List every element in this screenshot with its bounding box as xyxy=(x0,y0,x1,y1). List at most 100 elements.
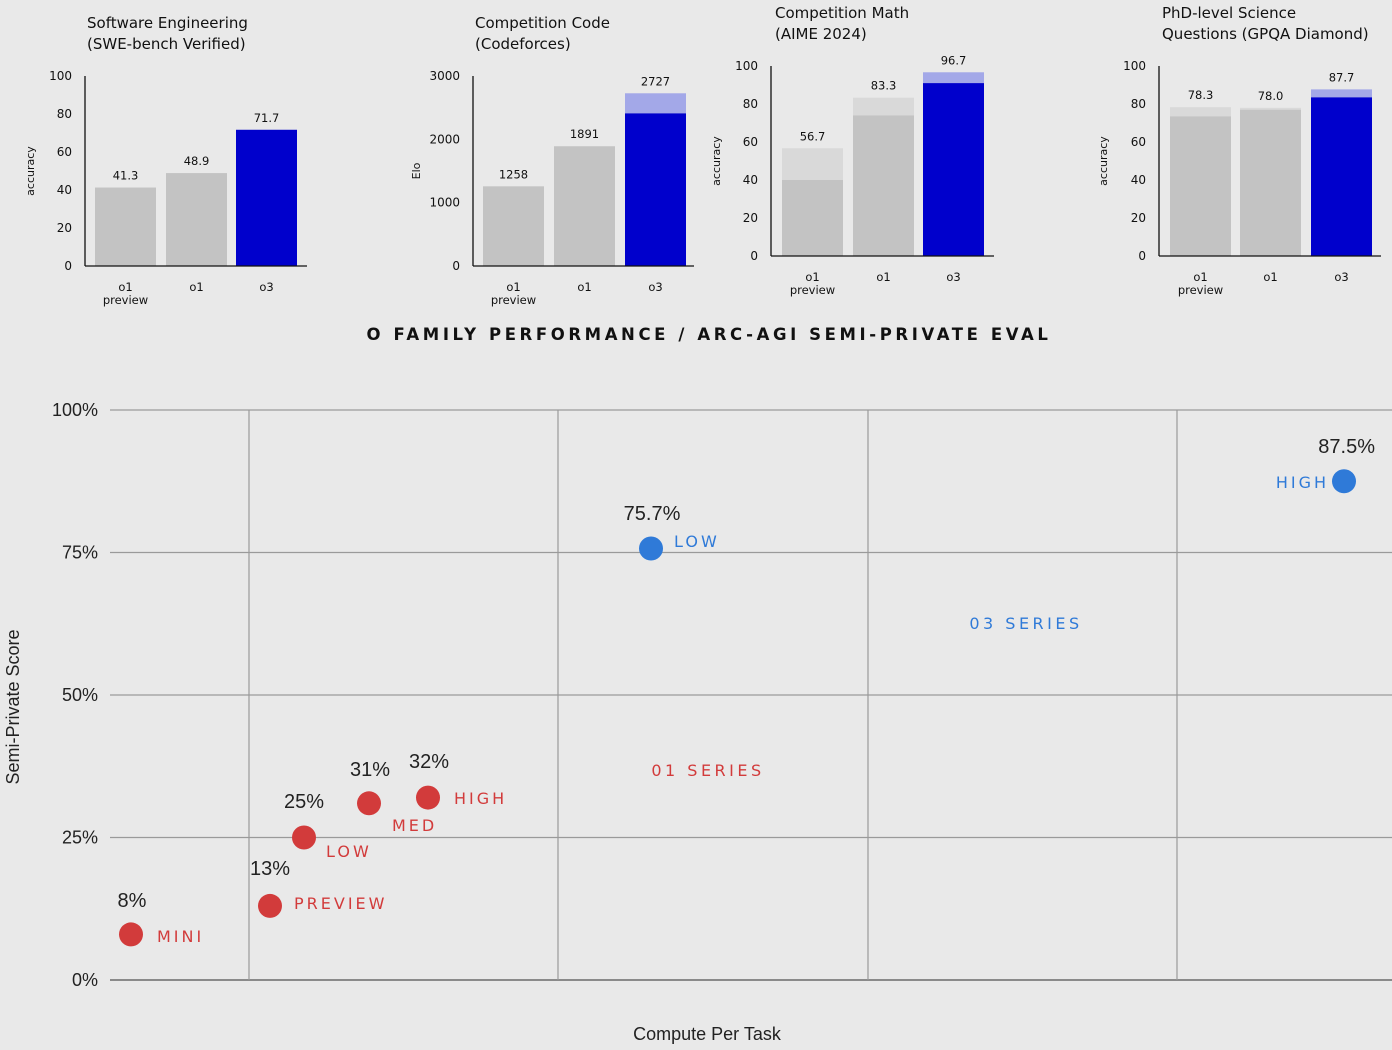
bar xyxy=(853,115,914,257)
bar xyxy=(1311,97,1372,256)
y-tick-label: 75% xyxy=(62,543,98,563)
bar-chart-3: Competition Math (AIME 2024) accuracy 0 20 40… xyxy=(710,4,994,297)
arc-agi-scatter-chart: 0% 25% 50% 75% 100% Compute Per Task Semi-Priv… xyxy=(3,400,1392,1044)
data-point xyxy=(639,536,663,561)
bar-value-label: 83.3 xyxy=(871,79,897,93)
chart-title-line: Competition Math xyxy=(775,4,909,22)
bar-value-label: 96.7 xyxy=(941,53,967,67)
bar-value-label: 87.7 xyxy=(1329,70,1355,84)
x-tick-label: o3 xyxy=(1334,270,1348,284)
y-tick-label: 2000 xyxy=(429,132,460,146)
bar-value-label: 78.3 xyxy=(1188,88,1214,102)
series-label: 01 SERIES xyxy=(651,761,764,780)
y-axis-label: Elo xyxy=(410,162,423,179)
y-tick-label: 0 xyxy=(1138,249,1146,263)
x-tick-label: o3 xyxy=(648,280,662,294)
y-tick-label: 0 xyxy=(452,259,460,273)
chart-title-line: PhD-level Science xyxy=(1162,4,1296,22)
y-tick-label: 80 xyxy=(1131,97,1146,111)
x-tick-label: preview xyxy=(103,293,148,307)
x-tick-label: o1 xyxy=(1193,270,1207,284)
y-tick-label: 1000 xyxy=(429,196,460,210)
point-name-label: LOW xyxy=(674,532,720,551)
point-name-label: PREVIEW xyxy=(294,894,387,913)
y-tick-label: 20 xyxy=(743,211,758,225)
bar xyxy=(1170,116,1231,256)
y-tick-label: 0% xyxy=(72,970,98,990)
x-tick-label: o3 xyxy=(946,270,960,284)
center-title: O FAMILY PERFORMANCE / ARC-AGI SEMI-PRIV… xyxy=(366,325,1051,344)
data-point xyxy=(357,791,381,816)
bar-value-label: 48.9 xyxy=(184,154,210,168)
bar-value-label: 41.3 xyxy=(113,169,139,183)
data-point xyxy=(1332,469,1356,494)
bar-extension xyxy=(1170,107,1231,117)
bar xyxy=(923,83,984,256)
y-axis-label: accuracy xyxy=(1097,136,1110,186)
bar-extension xyxy=(1311,89,1372,98)
point-score-label: 87.5% xyxy=(1318,436,1375,458)
point-score-label: 31% xyxy=(350,759,390,781)
point-score-label: 8% xyxy=(118,890,147,912)
y-tick-label: 40 xyxy=(1131,173,1146,187)
chart-title-line: Competition Code xyxy=(475,14,610,32)
series-o3: 03 SERIES 75.7% LOW 87.5% HIGH xyxy=(624,436,1376,633)
point-name-label: HIGH xyxy=(454,789,507,808)
bar xyxy=(95,187,156,266)
y-tick-label: 80 xyxy=(743,97,758,111)
bar-extension xyxy=(782,148,843,180)
data-point xyxy=(416,785,440,810)
y-axis-label: accuracy xyxy=(710,136,723,186)
data-point xyxy=(258,893,282,918)
chart-title-line: (AIME 2024) xyxy=(775,25,867,43)
chart-title-line: (SWE-bench Verified) xyxy=(87,35,246,53)
y-tick-label: 100% xyxy=(52,400,98,420)
y-tick-label: 20 xyxy=(1131,211,1146,225)
bar-extension xyxy=(853,97,914,116)
y-axis-label: Semi-Private Score xyxy=(3,629,23,784)
y-tick-label: 60 xyxy=(1131,135,1146,149)
x-tick-label: o1 xyxy=(805,270,819,284)
bar-value-label: 1891 xyxy=(570,127,599,141)
x-tick-label: preview xyxy=(1178,283,1223,297)
point-name-label: MINI xyxy=(157,927,204,946)
bar-chart-2: Competition Code (Codeforces) Elo 0 1000 2000… xyxy=(410,14,694,307)
data-point xyxy=(292,825,316,850)
point-name-label: LOW xyxy=(326,842,372,861)
x-tick-label: o1 xyxy=(189,280,203,294)
bar xyxy=(483,186,544,266)
bar-value-label: 78.0 xyxy=(1258,89,1284,103)
x-axis-label: Compute Per Task xyxy=(633,1024,782,1044)
y-tick-label: 40 xyxy=(743,173,758,187)
point-score-label: 32% xyxy=(409,751,449,773)
data-point xyxy=(119,922,143,947)
bar-value-label: 71.7 xyxy=(254,111,280,125)
point-name-label: MED xyxy=(392,816,437,835)
y-tick-label: 40 xyxy=(57,183,72,197)
bar-extension xyxy=(923,72,984,84)
bar xyxy=(236,129,297,266)
chart-title-line: (Codeforces) xyxy=(475,35,571,53)
y-tick-label: 80 xyxy=(57,107,72,121)
series-o1: 01 SERIES 8% MINI 13%PREVIEW 25% LOW 31% MED 32%… xyxy=(118,751,764,947)
bar-extension xyxy=(1240,107,1301,110)
x-tick-label: o1 xyxy=(876,270,890,284)
bar-chart-4: PhD-level Science Questions (GPQA Diamond… xyxy=(1097,4,1381,297)
bar-chart-1: Software Engineering (SWE-bench Verified)… xyxy=(24,14,307,307)
bar xyxy=(554,146,615,266)
bar xyxy=(1240,109,1301,256)
y-tick-label: 50% xyxy=(62,685,98,705)
y-tick-label: 0 xyxy=(64,259,72,273)
chart-title-line: Software Engineering xyxy=(87,14,248,32)
chart-title-line: Questions (GPQA Diamond) xyxy=(1162,25,1369,43)
x-tick-label: o1 xyxy=(1263,270,1277,284)
bar xyxy=(166,173,227,266)
x-tick-label: o1 xyxy=(577,280,591,294)
bar-charts-row: Software Engineering (SWE-bench Verified)… xyxy=(24,4,1381,307)
bar xyxy=(625,113,686,266)
y-tick-label: 100 xyxy=(49,69,72,83)
point-name-label: HIGH xyxy=(1276,473,1329,492)
y-tick-label: 25% xyxy=(62,828,98,848)
bar xyxy=(782,180,843,256)
